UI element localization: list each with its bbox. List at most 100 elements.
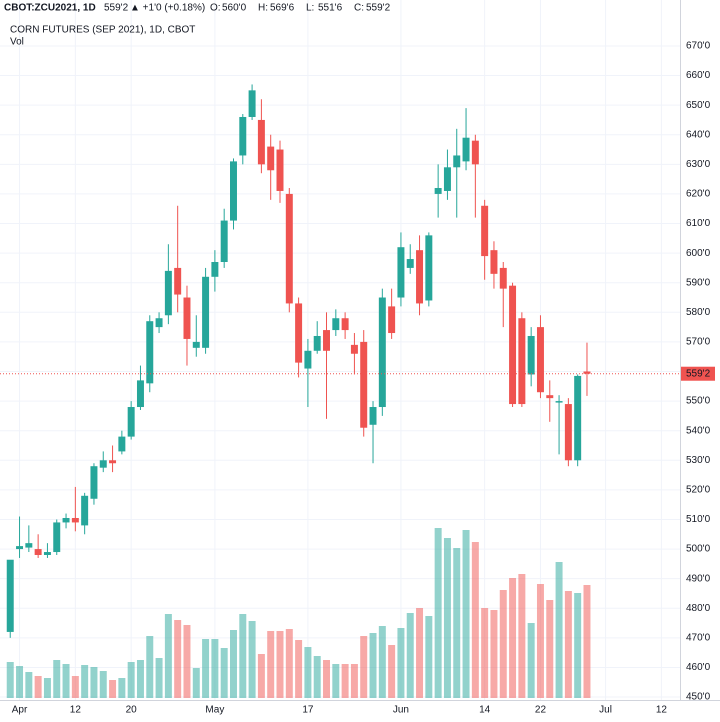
candle-body — [416, 250, 424, 304]
candle-body — [574, 375, 582, 461]
ohlc-value: 551'6 — [318, 3, 343, 14]
volume-bar — [369, 633, 377, 698]
volume-bar — [574, 593, 582, 698]
volume-pane — [6, 528, 591, 698]
grid — [0, 0, 680, 700]
volume-bar — [434, 528, 442, 698]
ohlc-value: 560'0 — [222, 3, 247, 14]
volume-bar — [183, 625, 191, 698]
volume-bar — [62, 664, 70, 698]
y-tick-label: 590'0 — [686, 277, 711, 288]
candle-body — [555, 401, 563, 403]
volume-bar — [341, 664, 349, 698]
ohlc-key: H: — [258, 3, 268, 14]
y-tick-label: 500'0 — [686, 544, 711, 555]
volume-bar — [425, 616, 433, 698]
candle-body — [146, 321, 154, 384]
y-tick-label: 630'0 — [686, 159, 711, 170]
volume-bar — [174, 620, 182, 698]
x-tick-label: Jun — [393, 705, 409, 716]
candle-body — [583, 371, 591, 374]
candle-body — [118, 436, 126, 452]
axes: 450'0 460'0 470'0 480'0 490'0 500'0 510'0 520'0… — [0, 41, 715, 716]
y-tick-label: 670'0 — [686, 41, 711, 52]
volume-bar — [388, 645, 396, 698]
x-tick-label: Jul — [599, 705, 612, 716]
candle-body — [546, 395, 554, 399]
candle-body — [434, 188, 442, 194]
volume-bar — [536, 584, 544, 698]
volume-bar — [471, 542, 479, 698]
candle-body — [202, 276, 210, 348]
candle-body — [257, 119, 265, 165]
candle-body — [313, 335, 321, 351]
volume-bar — [285, 629, 293, 698]
volume-bar — [155, 658, 163, 698]
volume-bar — [360, 636, 368, 698]
y-tick-label: 490'0 — [686, 573, 711, 584]
candle-body — [99, 460, 107, 468]
candle-body — [25, 543, 33, 548]
volume-bar — [378, 626, 386, 698]
candle-body — [471, 140, 479, 165]
ohlc-value: 559'2 — [366, 3, 391, 14]
volume-bar — [6, 662, 14, 698]
x-tick-label: 20 — [126, 705, 138, 716]
volume-bar — [499, 590, 507, 698]
candle-body — [62, 517, 70, 523]
candle-body — [332, 318, 340, 331]
candle-body — [536, 327, 544, 393]
y-tick-label: 530'0 — [686, 455, 711, 466]
volume-label: Vol — [10, 37, 24, 48]
symbol: CBOT:ZCU2021, 1D — [4, 3, 96, 14]
y-tick-label: 510'0 — [686, 514, 711, 525]
last-price-tag — [681, 366, 715, 381]
candle-body — [350, 344, 358, 354]
volume-bar — [146, 636, 154, 698]
volume-bar — [109, 680, 117, 698]
volume-bar — [220, 648, 228, 698]
y-tick-label: 520'0 — [686, 485, 711, 496]
last-price-label: 559'2 — [686, 368, 711, 379]
header: CBOT:ZCU2021, 1D 559'2 ▲ +1'0 (+0.18%) O… — [4, 3, 391, 14]
candle-body — [388, 306, 396, 334]
candle-body — [71, 517, 79, 523]
volume-bar — [136, 660, 144, 698]
candle-body — [6, 559, 14, 632]
volume-bar — [211, 639, 219, 698]
volume-bar — [481, 608, 489, 698]
volume-bar — [490, 610, 498, 698]
volume-bar — [443, 538, 451, 698]
volume-bar — [90, 667, 98, 698]
ohlc-key: L: — [306, 3, 314, 14]
candle-body — [425, 235, 433, 301]
volume-bar — [192, 668, 200, 698]
volume-bar — [527, 623, 535, 698]
candle-body — [81, 495, 89, 526]
volume-bar — [248, 621, 256, 698]
volume-bar — [350, 664, 358, 698]
candle-body — [406, 259, 414, 268]
candle-body — [527, 335, 535, 375]
volume-bar — [546, 600, 554, 698]
x-tick-label: 17 — [302, 705, 314, 716]
volume-bar — [555, 562, 563, 698]
candle-body — [304, 350, 312, 369]
volume-bar — [583, 585, 591, 698]
candle-body — [183, 297, 191, 339]
candle-body — [499, 267, 507, 289]
y-tick-label: 660'0 — [686, 70, 711, 81]
y-tick-label: 450'0 — [686, 692, 711, 703]
candle-body — [90, 466, 98, 499]
volume-bar — [127, 662, 135, 698]
candle-body — [453, 155, 461, 168]
y-tick-label: 550'0 — [686, 396, 711, 407]
x-tick-label: 12 — [70, 705, 82, 716]
volume-bar — [564, 591, 572, 698]
volume-bar — [230, 630, 237, 698]
y-tick-label: 600'0 — [686, 248, 711, 259]
volume-bar — [34, 676, 42, 698]
candle-body — [369, 407, 377, 425]
